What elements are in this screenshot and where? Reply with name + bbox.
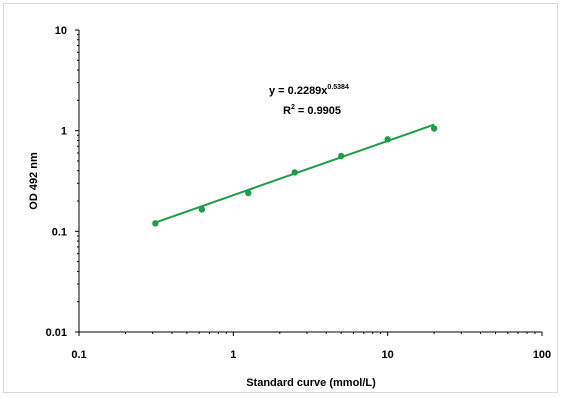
equation-base: y = 0.2289x [269, 85, 328, 97]
data-point-2 [245, 189, 252, 197]
x-tick-label-1: 1 [230, 349, 236, 361]
data-point-3 [291, 169, 298, 176]
y-tick-label-3: 10 [55, 25, 67, 37]
data-point-1 [198, 206, 206, 213]
r-squared-value: = 0.9905 [295, 105, 341, 117]
x-axis-title: Standard curve (mmol/L) [246, 377, 376, 389]
r-squared-prefix: R [283, 105, 291, 117]
data-point-4 [338, 152, 345, 160]
chart-frame [3, 3, 558, 393]
data-point-0 [152, 220, 159, 227]
data-point-6 [430, 125, 438, 132]
x-tick-label-0: 0.1 [71, 349, 86, 361]
x-ticks: 0.1 1 10 100 [71, 332, 551, 361]
equation-annotation: y = 0.2289x0.5384 [269, 84, 349, 97]
y-ticks: 0.01 0.1 1 10 [46, 25, 79, 339]
y-tick-label-0: 0.01 [46, 327, 67, 339]
x-tick-label-2: 10 [382, 349, 394, 361]
data-points [152, 125, 438, 227]
y-tick-label-2: 1 [61, 126, 67, 138]
r-squared-annotation: R2 = 0.9905 [283, 104, 341, 117]
y-tick-label-1: 0.1 [52, 226, 67, 238]
axes [78, 30, 542, 333]
r-squared-superscript: 2 [291, 104, 295, 111]
y-axis-title: OD 492 nm [28, 152, 40, 210]
equation-exponent: 0.5384 [327, 84, 349, 91]
x-tick-label-3: 100 [533, 349, 551, 361]
data-point-5 [384, 136, 391, 143]
